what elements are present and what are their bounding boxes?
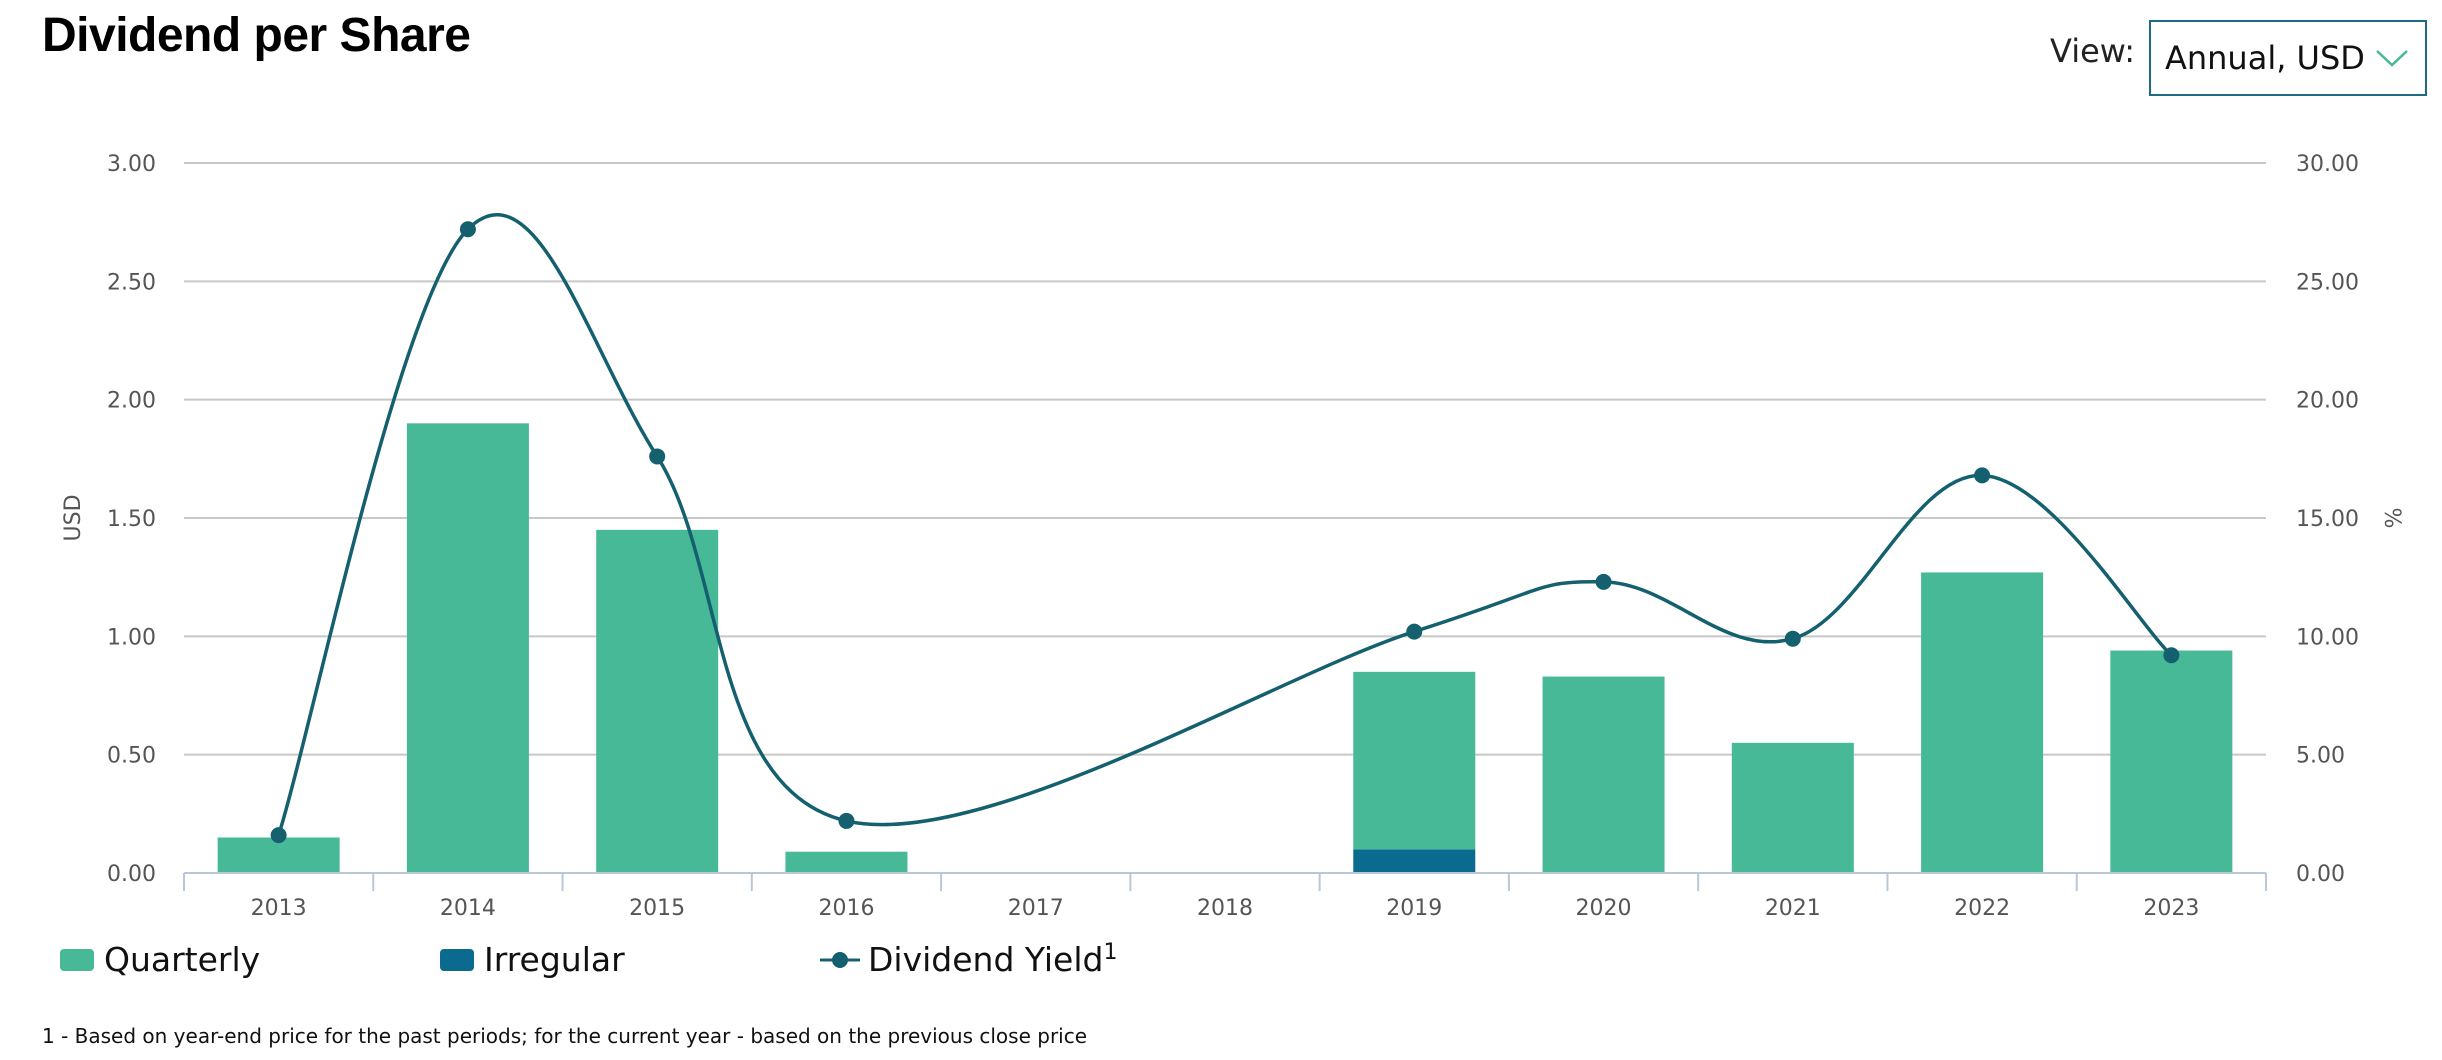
x-tick-label: 2016 bbox=[818, 896, 874, 921]
x-tick-label: 2022 bbox=[1954, 896, 2010, 921]
chevron-down-icon bbox=[2376, 50, 2408, 67]
legend-yield-superscript: 1 bbox=[1103, 940, 1118, 965]
y-tick-label: 2.00 bbox=[107, 389, 156, 414]
y2-tick-label: 25.00 bbox=[2296, 270, 2359, 295]
x-tick-label: 2017 bbox=[1008, 896, 1064, 921]
view-label: View: bbox=[2050, 32, 2135, 70]
bar-quarterly bbox=[1542, 676, 1665, 873]
footnote: 1 - Based on year-end price for the past… bbox=[42, 1024, 1088, 1048]
bar-quarterly bbox=[596, 529, 719, 873]
y-tick-label: 0.00 bbox=[107, 862, 156, 887]
y2-tick-label: 0.00 bbox=[2296, 862, 2345, 887]
page-title: Dividend per Share bbox=[42, 9, 471, 62]
dividend-yield-point bbox=[1595, 573, 1612, 590]
y-tick-label: 3.00 bbox=[107, 152, 156, 177]
bar-quarterly bbox=[217, 837, 340, 873]
dividend-yield-line bbox=[276, 213, 2173, 836]
legend-yield-text: Dividend Yield bbox=[868, 940, 1104, 979]
legend-item-irregular[interactable]: Irregular bbox=[440, 940, 625, 979]
bar-quarterly bbox=[2110, 650, 2233, 873]
x-tick-label: 2023 bbox=[2143, 896, 2199, 921]
x-tick-label: 2014 bbox=[440, 896, 496, 921]
x-tick-label: 2013 bbox=[251, 896, 307, 921]
y2-tick-label: 15.00 bbox=[2296, 507, 2359, 532]
yield-line-layer bbox=[270, 213, 2180, 844]
dividend-yield-point bbox=[1974, 467, 1991, 484]
y-tick-label: 1.50 bbox=[107, 507, 156, 532]
bars bbox=[217, 423, 2233, 873]
x-tick-label: 2020 bbox=[1576, 896, 1632, 921]
x-tick-label: 2018 bbox=[1197, 896, 1253, 921]
x-tick-label: 2021 bbox=[1765, 896, 1821, 921]
legend-label-quarterly: Quarterly bbox=[104, 940, 261, 979]
dividend-yield-point bbox=[1784, 630, 1801, 647]
y-axis-label: USD bbox=[61, 494, 86, 541]
y2-tick-label: 5.00 bbox=[2296, 744, 2345, 769]
bar-quarterly bbox=[785, 851, 908, 873]
legend-item-dividend-yield[interactable]: Dividend Yield1 bbox=[820, 940, 1117, 979]
dividend-yield-point bbox=[2163, 647, 2180, 664]
view-select-value: Annual, USD bbox=[2164, 39, 2365, 77]
dividend-yield-point bbox=[838, 812, 855, 829]
bar-quarterly bbox=[1353, 671, 1476, 850]
bar-quarterly bbox=[1921, 572, 2044, 873]
dividend-yield-point bbox=[270, 827, 287, 844]
legend-item-quarterly[interactable]: Quarterly bbox=[60, 940, 260, 979]
view-select[interactable]: Annual, USD bbox=[2148, 20, 2427, 96]
y-tick-label: 1.00 bbox=[107, 625, 156, 650]
y2-tick-label: 10.00 bbox=[2296, 625, 2359, 650]
y-tick-label: 2.50 bbox=[107, 270, 156, 295]
dividend-yield-point bbox=[649, 448, 666, 465]
quarterly-swatch bbox=[60, 948, 94, 971]
dividend-chart: 0.00 0.50 1.00 1.50 2.00 2.50 3.00 0.00 5.00 10.0… bbox=[61, 152, 2404, 921]
y2-axis-label: % bbox=[2379, 508, 2404, 529]
bar-quarterly bbox=[1731, 742, 1854, 873]
bar-irregular bbox=[1353, 849, 1476, 873]
irregular-swatch bbox=[440, 948, 474, 971]
bar-quarterly bbox=[406, 423, 529, 873]
legend-label-irregular: Irregular bbox=[484, 940, 625, 979]
y-tick-label: 0.50 bbox=[107, 744, 156, 769]
axes: 0.00 0.50 1.00 1.50 2.00 2.50 3.00 0.00 5.00 10.0… bbox=[107, 152, 2359, 921]
y2-tick-label: 20.00 bbox=[2296, 389, 2359, 414]
line-marker-icon bbox=[820, 951, 860, 968]
view-control: View: Annual, USD bbox=[2050, 20, 2427, 100]
x-tick-label: 2015 bbox=[629, 896, 685, 921]
dividend-yield-point bbox=[1406, 623, 1423, 640]
y2-tick-label: 30.00 bbox=[2296, 152, 2359, 177]
grid-lines bbox=[184, 162, 2266, 756]
dividend-yield-point bbox=[459, 221, 476, 238]
x-tick-label: 2019 bbox=[1386, 896, 1442, 921]
legend-label-dividend-yield: Dividend Yield1 bbox=[868, 940, 1117, 979]
